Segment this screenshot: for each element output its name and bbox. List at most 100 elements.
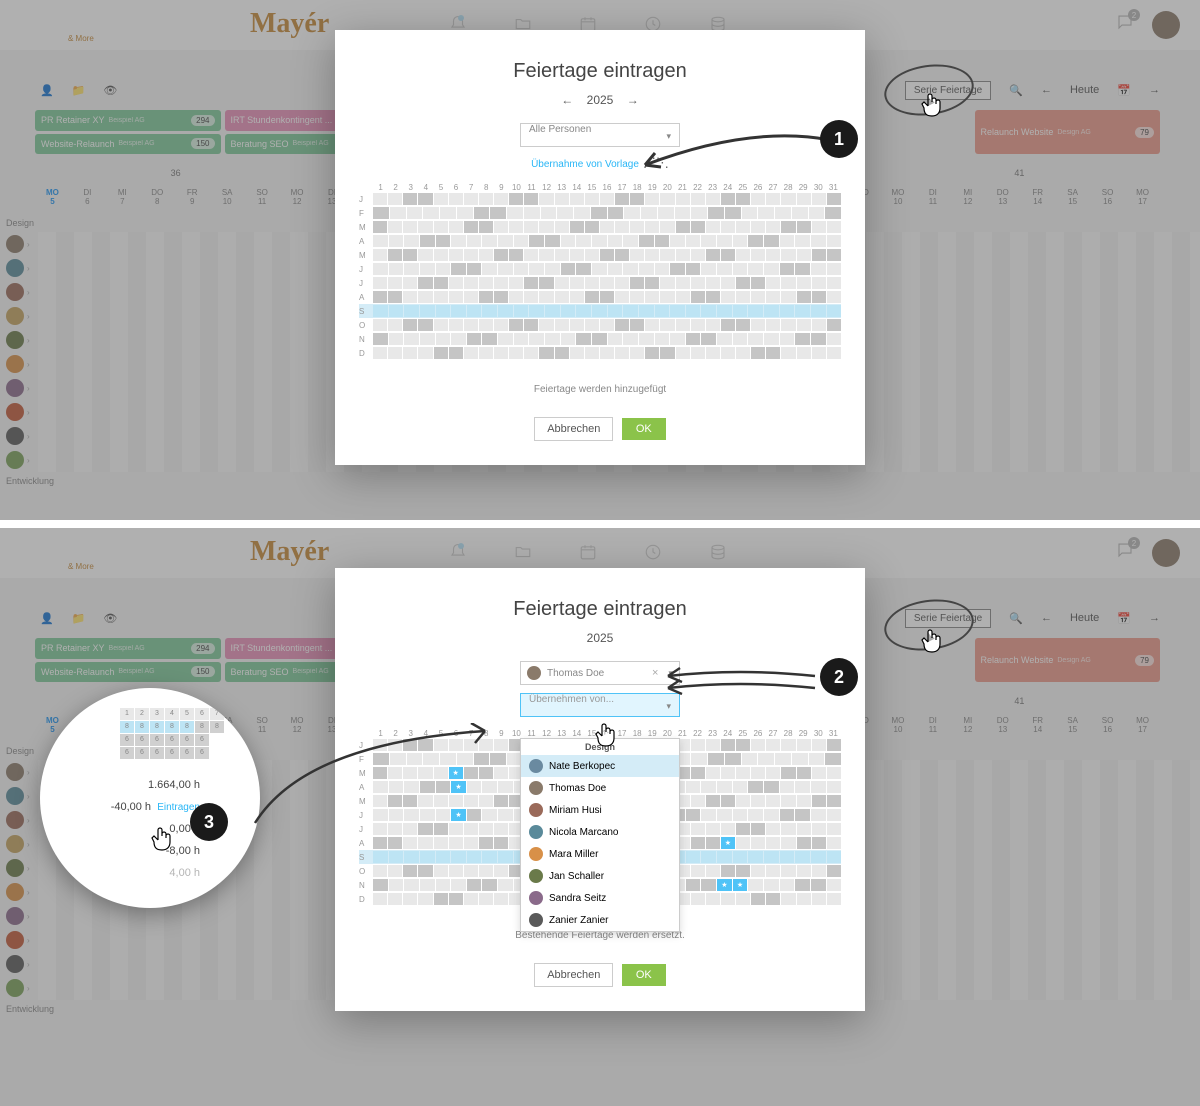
dropdown-item[interactable]: Zanier Zanier (521, 909, 679, 931)
avatar-icon[interactable] (6, 283, 24, 301)
visibility-icon[interactable]: 👁 (103, 612, 117, 625)
avatar-icon[interactable] (6, 379, 24, 397)
people-icon[interactable]: 👤 (40, 84, 54, 97)
calendar-small-icon[interactable]: 📅 (1117, 84, 1131, 97)
avatar-icon[interactable] (6, 763, 24, 781)
dropdown-item[interactable]: Mara Miller (521, 843, 679, 865)
clear-icon[interactable]: × (652, 667, 658, 679)
chat-badge: 2 (1128, 537, 1140, 549)
calendar-month-row: M (359, 248, 841, 262)
sparkle-icon: ⋰⋱ (643, 155, 669, 171)
folder-small-icon[interactable]: 📁 (72, 84, 86, 97)
project-bar[interactable]: Relaunch WebsiteDesign AG79 (975, 638, 1161, 682)
avatar-icon[interactable] (6, 859, 24, 877)
avatar-icon[interactable] (6, 307, 24, 325)
zoom-inset: 1234567 8888888 666666 666666 1.664,00 h… (40, 688, 260, 908)
calendar-icon[interactable] (579, 543, 599, 563)
holidays-modal: Feiertage eintragen ← 2025 → Alle Person… (335, 30, 865, 465)
avatar-icon[interactable] (6, 259, 24, 277)
calendar-small-icon[interactable]: 📅 (1117, 612, 1131, 625)
user-avatar[interactable] (1152, 11, 1180, 39)
calendar-month-row: M (359, 220, 841, 234)
project-bar[interactable]: PR Retainer XYBeispiel AG294 (35, 110, 221, 131)
avatar-icon[interactable] (6, 883, 24, 901)
avatar-icon[interactable] (6, 787, 24, 805)
copy-from-select[interactable]: Übernehmen von... ▾ (520, 693, 680, 717)
next-arrow[interactable]: → (1149, 84, 1160, 96)
logo: Mayér & More (20, 8, 329, 43)
zoom-value: 4,00 h (60, 862, 240, 884)
avatar-icon[interactable] (6, 355, 24, 373)
chat-icon[interactable]: 2 (1116, 13, 1134, 37)
prev-arrow[interactable]: ← (1041, 84, 1052, 96)
calendar-month-row: S (359, 304, 841, 318)
visibility-icon[interactable]: 👁 (103, 84, 117, 97)
avatar-icon[interactable] (6, 931, 24, 949)
screenshot-1: Mayér & More 2 👤 📁 👁 Serie Feiertage 🔍 (0, 0, 1200, 520)
dropdown-item[interactable]: Sandra Seitz (521, 887, 679, 909)
cancel-button[interactable]: Abbrechen (534, 417, 613, 441)
avatar-icon[interactable] (6, 955, 24, 973)
database-icon[interactable] (709, 543, 729, 563)
prev-arrow[interactable]: ← (1041, 612, 1052, 624)
folder-icon[interactable] (514, 543, 534, 563)
cancel-button[interactable]: Abbrechen (534, 963, 613, 987)
calendar-month-row: J (359, 262, 841, 276)
dropdown-item-label: Miriam Husi (549, 805, 602, 816)
avatar-icon[interactable] (6, 331, 24, 349)
avatar-icon (529, 913, 543, 927)
avatar-icon (529, 759, 543, 773)
next-arrow[interactable]: → (1149, 612, 1160, 624)
avatar-icon[interactable] (6, 907, 24, 925)
chevron-down-icon: ▾ (666, 694, 671, 718)
avatar-icon[interactable] (6, 427, 24, 445)
calendar-month-row: N (359, 332, 841, 346)
cursor-hand-icon (592, 722, 620, 752)
dropdown-item-label: Nicola Marcano (549, 827, 618, 838)
dropdown-item[interactable]: Miriam Husi (521, 799, 679, 821)
dropdown-item[interactable]: Thomas Doe (521, 777, 679, 799)
project-bar[interactable]: Relaunch WebsiteDesign AG79 (975, 110, 1161, 154)
template-link[interactable]: Übernahme von Vorlage ⋰⋱ (359, 155, 841, 171)
today-button[interactable]: Heute (1070, 84, 1099, 96)
year-value: 2025 (587, 93, 614, 107)
calendar-grid: 1234567891011121314151617181920212223242… (359, 183, 841, 360)
person-select[interactable]: Alle Personen ▾ (520, 123, 680, 147)
dropdown-item-label: Sandra Seitz (549, 893, 606, 904)
avatar-icon (529, 803, 543, 817)
people-icon[interactable]: 👤 (40, 612, 54, 625)
modal-title: Feiertage eintragen (359, 60, 841, 83)
project-bar[interactable]: PR Retainer XYBeispiel AG294 (35, 638, 221, 659)
ok-button[interactable]: OK (622, 418, 666, 440)
zoom-icon[interactable]: 🔍 (1009, 612, 1023, 625)
avatar-icon[interactable] (6, 811, 24, 829)
modal-status: Feiertage werden hinzugefügt (359, 384, 841, 395)
dropdown-item-label: Zanier Zanier (549, 915, 608, 926)
project-bar[interactable]: Website-RelaunchBeispiel AG150 (35, 662, 221, 683)
bell-icon[interactable] (449, 543, 469, 563)
clock-icon[interactable] (644, 543, 664, 563)
ok-button[interactable]: OK (622, 964, 666, 986)
year-prev[interactable]: ← (561, 93, 573, 107)
avatar-icon[interactable] (6, 403, 24, 421)
avatar-icon[interactable] (6, 979, 24, 997)
user-avatar[interactable] (1152, 539, 1180, 567)
chevron-down-icon: ▾ (666, 124, 671, 148)
dropdown-item-label: Mara Miller (549, 849, 598, 860)
project-bar[interactable]: Website-RelaunchBeispiel AG150 (35, 134, 221, 155)
person-select[interactable]: Thomas Doe × ▾ (520, 661, 680, 685)
header-nav-icons (449, 543, 729, 563)
folder-small-icon[interactable]: 📁 (72, 612, 86, 625)
avatar-icon[interactable] (6, 835, 24, 853)
avatar-icon[interactable] (6, 235, 24, 253)
avatar-icon (529, 869, 543, 883)
dropdown-item[interactable]: Nicola Marcano (521, 821, 679, 843)
zoom-icon[interactable]: 🔍 (1009, 84, 1023, 97)
year-next[interactable]: → (627, 93, 639, 107)
cursor-hand-icon (148, 826, 176, 856)
dropdown-item[interactable]: Jan Schaller (521, 865, 679, 887)
chat-icon[interactable]: 2 (1116, 541, 1134, 565)
today-button[interactable]: Heute (1070, 612, 1099, 624)
dropdown-item[interactable]: Nate Berkopec (521, 755, 679, 777)
avatar-icon[interactable] (6, 451, 24, 469)
